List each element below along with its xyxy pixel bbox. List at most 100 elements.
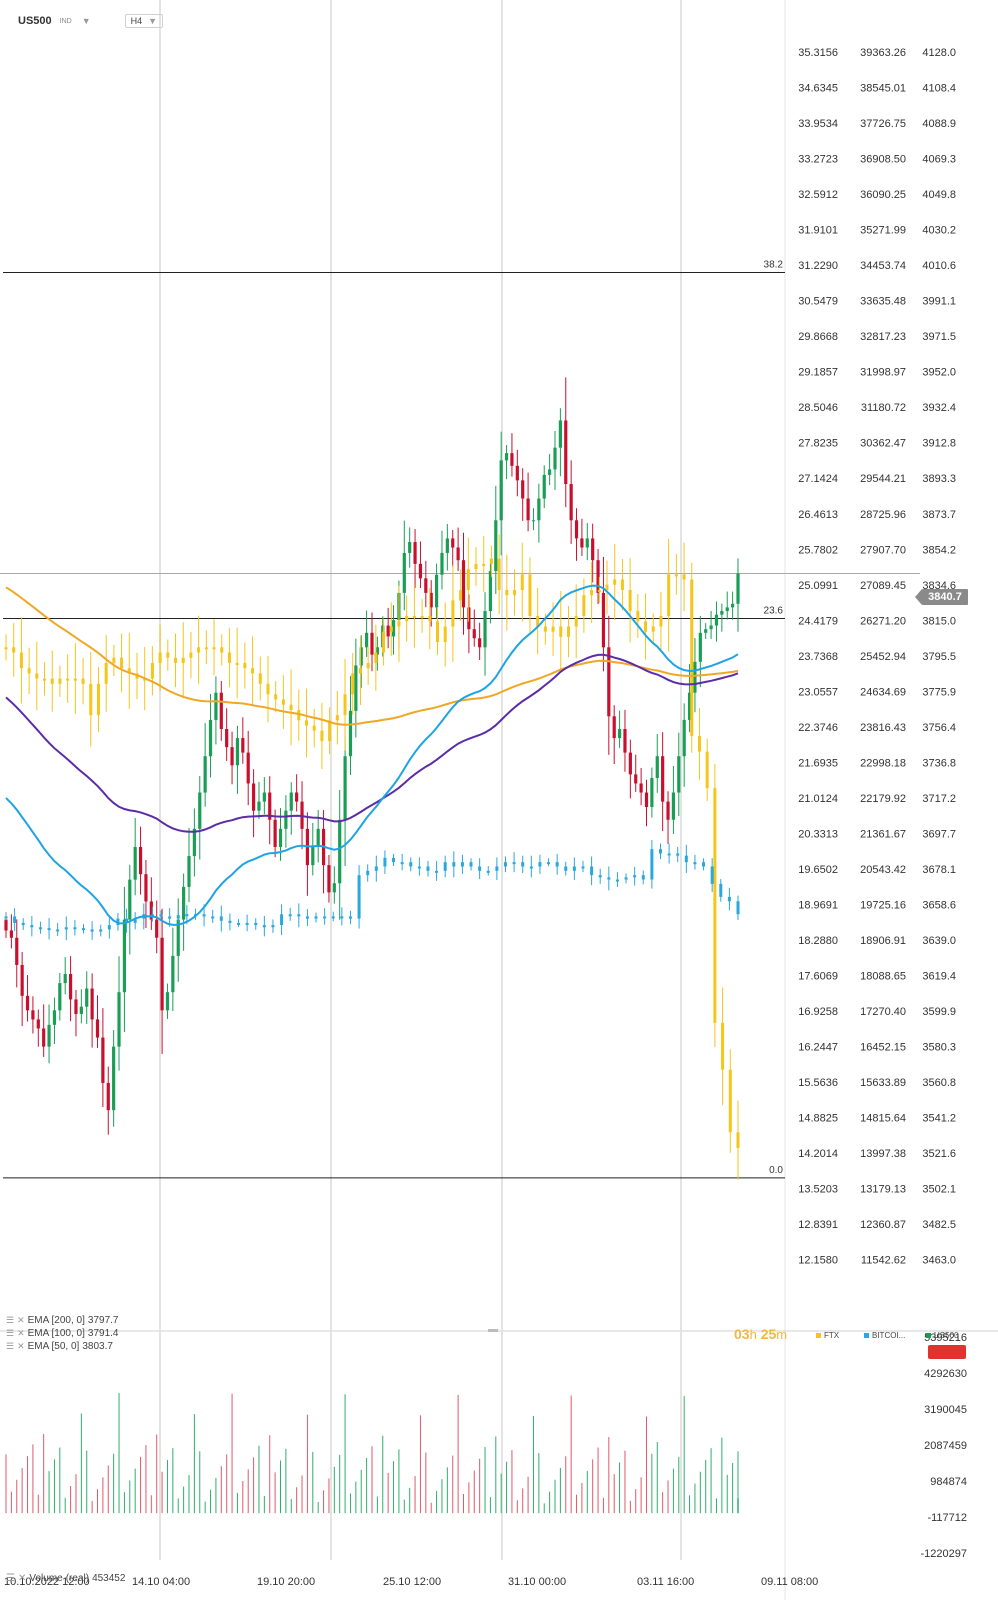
candle-body bbox=[714, 614, 719, 626]
candle-body bbox=[612, 716, 616, 739]
bitcoin-axis-tick: 30362.47 bbox=[860, 438, 906, 450]
bitcoin-axis-tick: 36090.25 bbox=[860, 189, 906, 201]
symbol-dropdown-icon[interactable]: ▼ bbox=[81, 16, 91, 26]
price-axis-tick: 3658.6 bbox=[922, 899, 956, 911]
bitcoin-candle bbox=[280, 914, 284, 926]
candle-body bbox=[365, 632, 369, 648]
bitcoin-candle bbox=[719, 883, 723, 897]
bitcoin-candle bbox=[400, 862, 404, 865]
ftx-candle bbox=[112, 657, 116, 663]
settings-icon[interactable]: ☰ bbox=[6, 1315, 15, 1325]
price-axis-tick: 3717.2 bbox=[922, 793, 956, 805]
ftx-candle bbox=[181, 657, 185, 663]
bitcoin-axis-tick: 11542.62 bbox=[861, 1255, 906, 1267]
bitcoin-axis-tick: 16452.15 bbox=[860, 1042, 906, 1054]
settings-icon[interactable]: ☰ bbox=[6, 1328, 15, 1338]
ema-legend-row-50[interactable]: ☰ ✕ EMA [50, 0] 3803.7 bbox=[6, 1340, 118, 1353]
ftx-candle bbox=[305, 720, 309, 726]
ftx-axis-tick: 29.1857 bbox=[798, 367, 838, 379]
candle-body bbox=[9, 930, 13, 938]
candle-body bbox=[531, 520, 536, 522]
settings-icon[interactable]: ☰ bbox=[6, 1573, 15, 1584]
candle-body bbox=[79, 1006, 83, 1014]
candle-body bbox=[343, 756, 347, 820]
ftx-axis-tick: 29.8668 bbox=[798, 331, 838, 343]
bitcoin-candle bbox=[90, 929, 94, 932]
ftx-series bbox=[4, 534, 740, 1180]
candle-body bbox=[284, 810, 288, 829]
bitcoin-candle bbox=[237, 922, 241, 925]
candle-body bbox=[461, 560, 466, 608]
close-icon[interactable]: ✕ bbox=[17, 1315, 25, 1325]
time-axis-label: 10.10.2022 12:00 bbox=[4, 1576, 90, 1588]
ftx-axis-tick: 33.2723 bbox=[798, 154, 838, 166]
volume-axis-tick: 3190045 bbox=[924, 1404, 967, 1416]
bitcoin-candle bbox=[21, 922, 25, 926]
ftx-candle bbox=[566, 626, 570, 637]
price-axis-tick: 3678.1 bbox=[922, 864, 956, 876]
ftx-candle bbox=[335, 715, 339, 721]
ftx-axis-tick: 20.3313 bbox=[798, 828, 838, 840]
candle-body bbox=[472, 629, 476, 639]
compare-legend-bitcoin[interactable]: BITCOI... bbox=[864, 1331, 905, 1340]
candle-body bbox=[526, 498, 530, 521]
ema-100-value: 3791.4 bbox=[87, 1328, 119, 1339]
compare-legend-us500[interactable]: US500 bbox=[926, 1331, 958, 1340]
ema-legend-row-100[interactable]: ☰ ✕ EMA [100, 0] 3791.4 bbox=[6, 1327, 118, 1340]
settings-icon[interactable]: ☰ bbox=[6, 1341, 15, 1351]
close-icon[interactable]: ✕ bbox=[17, 1328, 25, 1338]
bitcoin-axis-tick: 32817.23 bbox=[860, 331, 906, 343]
close-icon[interactable]: ✕ bbox=[17, 1341, 25, 1351]
ftx-candle bbox=[667, 574, 671, 617]
candle-body bbox=[63, 974, 67, 984]
candle-body bbox=[650, 778, 654, 808]
close-icon[interactable]: ✕ bbox=[17, 1573, 27, 1584]
compare-legend-ftx[interactable]: FTX bbox=[816, 1331, 839, 1340]
ftx-candle bbox=[81, 678, 85, 684]
bitcoin-candle bbox=[417, 866, 421, 869]
candle-body bbox=[634, 774, 638, 784]
ftx-candle bbox=[312, 725, 316, 731]
candle-body bbox=[671, 792, 676, 820]
ftx-candle bbox=[243, 662, 247, 669]
bitcoin-candle bbox=[168, 916, 172, 919]
ftx-candle bbox=[66, 678, 70, 681]
ftx-candle bbox=[435, 621, 439, 643]
ema-legend-row-200[interactable]: ☰ ✕ EMA [200, 0] 3797.7 bbox=[6, 1314, 118, 1327]
timeframe-selector[interactable]: H4 ▼ bbox=[124, 14, 164, 28]
candle-body bbox=[408, 542, 412, 553]
candle-body bbox=[558, 420, 562, 448]
volume-axis-tick: 2087459 bbox=[924, 1440, 967, 1452]
candle-body bbox=[25, 995, 30, 1011]
bitcoin-candle bbox=[460, 862, 464, 867]
bitcoin-candle bbox=[684, 855, 688, 863]
price-axis-tick: 4069.3 bbox=[922, 154, 956, 166]
bitcoin-candle bbox=[340, 916, 344, 919]
candle-body bbox=[725, 607, 729, 612]
us500-swatch bbox=[926, 1333, 931, 1338]
candle-body bbox=[278, 828, 283, 847]
bitcoin-candle bbox=[13, 916, 17, 923]
ftx-axis-tick: 25.7802 bbox=[798, 544, 838, 556]
volume-mode: (real) bbox=[65, 1573, 90, 1584]
bitcoin-axis-tick: 36908.50 bbox=[860, 154, 906, 166]
volume-value: 453452 bbox=[92, 1573, 126, 1584]
us500-legend-label: US500 bbox=[934, 1331, 959, 1340]
ftx-axis-tick: 17.6069 bbox=[798, 971, 838, 983]
candle-body bbox=[171, 955, 175, 993]
volume-axis-tick: 984874 bbox=[930, 1476, 967, 1488]
candle-body bbox=[42, 1028, 46, 1047]
volume-legend: ☰ ✕ Volume (real) 453452 bbox=[6, 1573, 125, 1584]
symbol-label[interactable]: US500 bbox=[18, 15, 52, 27]
bitcoin-candle bbox=[383, 857, 387, 867]
price-axis-tick: 3619.4 bbox=[922, 971, 956, 983]
candle-body bbox=[564, 420, 568, 484]
remove-compare-button[interactable] bbox=[928, 1345, 966, 1359]
ftx-axis-tick: 34.6345 bbox=[798, 83, 838, 95]
ftx-candle bbox=[528, 574, 532, 617]
candle-body bbox=[607, 647, 611, 717]
ftx-candle bbox=[382, 631, 386, 653]
candle-body bbox=[370, 632, 374, 655]
